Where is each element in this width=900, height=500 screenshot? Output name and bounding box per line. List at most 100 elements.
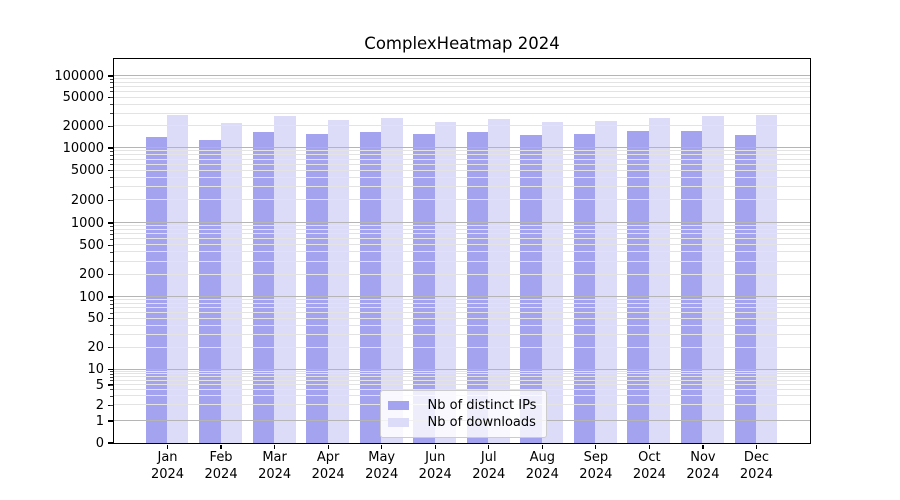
bar-may-ips [359,132,382,443]
y-tick-mark-minor [110,318,113,320]
y-tick-label: 1 [95,413,104,429]
bar-jan-downloads [167,114,189,443]
y-tick-label: 1000 [70,215,104,231]
x-tick-mark [434,444,436,449]
y-tick-mark-minor [110,376,113,378]
x-tick-year: 2024 [204,466,238,482]
x-tick-month: Jul [480,450,497,465]
y-tick-label: 2000 [70,192,104,208]
y-tick-mark-minor [110,389,113,391]
bar-feb-ips [199,139,221,443]
x-tick-year: 2024 [365,466,399,482]
x-tick-month: Apr [316,450,340,465]
x-tick-month: Sep [583,450,609,465]
x-tick-year: 2024 [472,466,506,482]
y-tick-label: 50 [87,311,104,327]
y-tick-label: 5000 [70,163,104,179]
x-tick-year: 2024 [686,466,720,482]
x-tick-label: Jun 2024 [403,450,467,483]
y-tick-label: 50000 [62,90,104,106]
y-tick-mark [108,420,113,422]
x-tick-mark [166,444,169,449]
legend-swatch-distinct-ips [387,400,409,410]
legend-entry-downloads: Nb of downloads [387,414,538,431]
y-tick-mark [108,368,113,371]
y-tick-mark-minor [110,150,113,152]
bar-jan-ips [145,137,168,443]
bar-nov-ips [681,131,703,443]
y-tick-mark-minor [110,274,113,276]
x-tick-year: 2024 [525,466,559,482]
x-tick-mark [327,444,329,449]
x-tick-label: Mar 2024 [243,450,307,483]
y-tick-label: 5 [95,377,104,393]
x-tick-mark [755,444,758,449]
y-tick-mark-minor [110,347,113,349]
x-tick-label: Apr 2024 [296,450,360,483]
bar-oct-ips [627,130,649,443]
x-tick-month: Mar [262,450,287,465]
x-tick-label: May 2024 [350,450,414,483]
x-tick-month: Dec [743,450,770,465]
x-tick-mark [220,444,222,449]
x-tick-year: 2024 [311,466,345,482]
x-tick-label: Feb 2024 [189,450,253,483]
y-tick-label: 20 [87,340,104,356]
y-tick-mark [108,75,113,77]
bar-jul-ips [466,132,489,443]
x-tick-month: Jun [425,450,446,465]
bar-dec-downloads [755,114,778,443]
x-tick-month: Feb [209,450,233,465]
y-tick-mark-minor [110,251,113,253]
y-tick-mark-minor [110,312,113,314]
y-tick-mark-minor [110,325,113,327]
legend-swatch-downloads [387,417,409,427]
bar-jun-ips [413,134,435,443]
legend-entry-distinct-ips: Nb of distinct IPs [387,397,538,414]
x-tick-label: Dec 2024 [724,450,788,483]
x-tick-year: 2024 [579,466,613,482]
bar-aug-downloads [541,121,564,443]
y-tick-label: 20000 [62,118,104,134]
x-tick-month: Nov [690,450,716,465]
y-tick-mark-minor [110,199,113,201]
bar-apr-downloads [327,120,350,443]
x-tick-mark [381,444,383,449]
x-tick-month: Aug [529,450,555,465]
y-tick-label: 0 [95,435,104,451]
x-tick-mark [273,444,276,449]
y-tick-mark-minor [110,229,113,231]
y-tick-mark-minor [110,82,113,84]
y-tick-label: 10000 [62,140,104,156]
y-tick-mark-minor [110,86,113,88]
y-tick-mark-minor [110,404,113,406]
bar-oct-downloads [648,117,671,443]
bar-nov-downloads [702,116,724,443]
bar-dec-ips [734,135,756,443]
y-tick-mark-minor [110,154,113,156]
x-tick-label: Nov 2024 [671,450,735,483]
x-tick-mark [541,444,543,449]
y-tick-mark [108,222,113,224]
x-tick-label: Jan 2024 [136,450,200,483]
y-tick-mark-minor [110,233,113,235]
y-tick-mark-minor [110,238,113,240]
bar-sep-downloads [595,121,617,443]
y-tick-mark-minor [110,225,113,227]
y-tick-mark-minor [110,395,113,397]
y-tick-mark-minor [110,186,113,188]
y-tick-mark-minor [110,104,113,106]
y-tick-label: 100 [79,289,104,305]
y-tick-mark-minor [110,380,113,382]
y-tick-mark-minor [110,113,113,115]
y-tick-mark [108,296,113,298]
x-tick-label: Aug 2024 [510,450,574,483]
y-tick-mark-minor [110,299,113,301]
x-tick-label: Oct 2024 [617,450,681,483]
x-tick-year: 2024 [150,466,185,482]
x-tick-mark [648,444,651,449]
x-tick-label: Sep 2024 [564,450,628,483]
x-tick-year: 2024 [418,466,452,482]
y-tick-mark-minor [110,91,113,93]
bar-apr-ips [306,134,328,443]
